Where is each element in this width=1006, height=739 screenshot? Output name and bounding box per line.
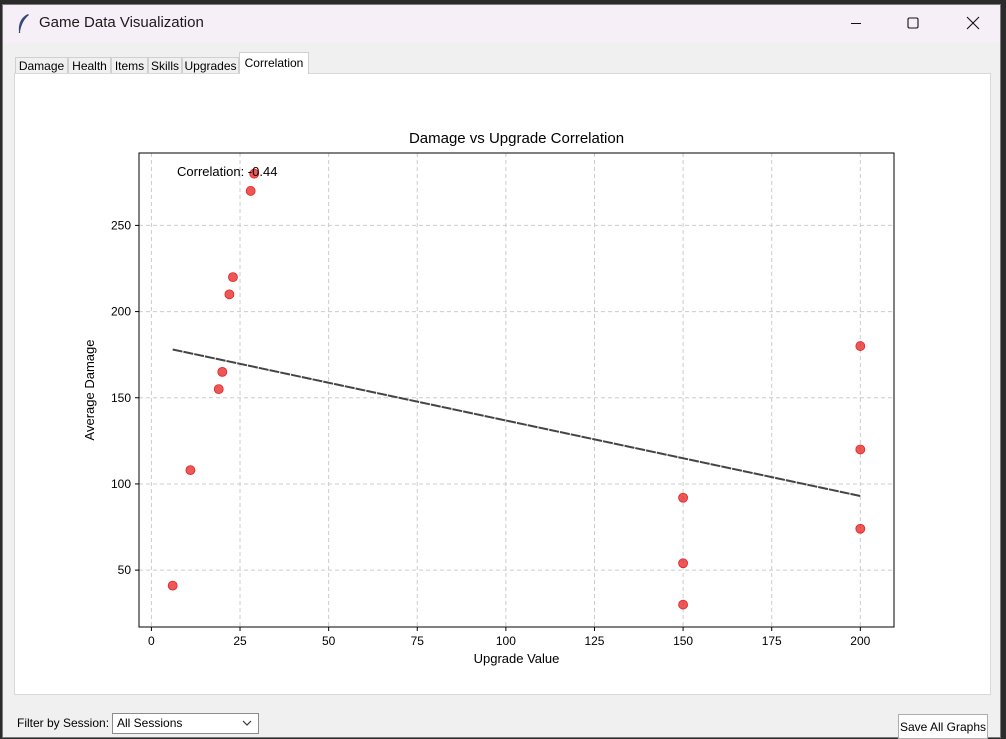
minimize-button[interactable] bbox=[833, 5, 879, 41]
tab-skills[interactable]: Skills bbox=[148, 57, 182, 74]
data-point bbox=[245, 186, 256, 196]
feather-icon bbox=[18, 14, 29, 33]
data-point bbox=[185, 465, 196, 476]
data-point bbox=[167, 580, 178, 591]
scatter-chart: 0 25 50 75 100 125 150 175 200 50 100 150 200 250 Dam… bbox=[82, 130, 895, 666]
data-point bbox=[228, 272, 238, 283]
close-button[interactable] bbox=[950, 5, 996, 41]
y-tick-label: 200 bbox=[111, 305, 131, 319]
data-point bbox=[678, 558, 688, 569]
trend-line-layer bbox=[172, 348, 861, 497]
session-filter-select[interactable]: All Sessions bbox=[112, 713, 259, 734]
x-tick-label: 50 bbox=[322, 634, 336, 648]
chart-title: Damage vs Upgrade Correlation bbox=[409, 130, 624, 147]
close-icon bbox=[966, 16, 980, 30]
grid-lines bbox=[139, 153, 894, 627]
filter-label: Filter by Session: bbox=[17, 716, 110, 730]
window-title: Game Data Visualization bbox=[39, 14, 204, 31]
data-point bbox=[855, 444, 866, 455]
y-tick-label: 250 bbox=[111, 218, 131, 232]
tab-health[interactable]: Health bbox=[68, 57, 111, 74]
data-point bbox=[249, 168, 260, 179]
x-tick-label: 125 bbox=[584, 634, 604, 648]
tab-correlation[interactable]: Correlation bbox=[239, 52, 309, 74]
data-point bbox=[855, 523, 866, 534]
data-point bbox=[213, 384, 224, 395]
data-point bbox=[678, 599, 688, 610]
data-point bbox=[855, 341, 866, 351]
data-points bbox=[167, 168, 866, 610]
data-point bbox=[224, 289, 235, 300]
maximize-button[interactable] bbox=[890, 5, 936, 41]
axis-ticks: 0 25 50 75 100 125 150 175 200 50 100 150 200 250 bbox=[111, 218, 871, 648]
session-select-value: All Sessions bbox=[117, 716, 183, 730]
y-tick-label: 100 bbox=[111, 477, 131, 491]
x-tick-label: 100 bbox=[496, 634, 516, 648]
title-bar[interactable]: Game Data Visualization bbox=[3, 5, 1000, 43]
tab-items[interactable]: Items bbox=[111, 57, 148, 74]
x-tick-label: 175 bbox=[762, 634, 782, 648]
chart-panel: 0 25 50 75 100 125 150 175 200 50 100 150 200 250 Dam… bbox=[14, 73, 991, 695]
data-point bbox=[217, 367, 228, 377]
x-tick-label: 25 bbox=[233, 634, 247, 648]
tab-upgrades[interactable]: Upgrades bbox=[182, 57, 239, 74]
y-tick-label: 150 bbox=[111, 391, 131, 405]
minimize-icon bbox=[851, 23, 861, 24]
tab-damage[interactable]: Damage bbox=[15, 57, 68, 74]
trend-line bbox=[172, 348, 861, 497]
plot-area bbox=[138, 152, 895, 628]
x-tick-label: 150 bbox=[673, 634, 693, 648]
x-axis-label: Upgrade Value bbox=[474, 651, 560, 666]
data-point bbox=[678, 492, 688, 503]
y-axis-label: Average Damage bbox=[82, 340, 97, 441]
maximize-icon bbox=[907, 17, 919, 29]
x-tick-label: 75 bbox=[411, 634, 425, 648]
x-tick-label: 200 bbox=[850, 634, 870, 648]
app-window: Game Data Visualization Damage Health It… bbox=[2, 4, 1001, 739]
y-tick-label: 50 bbox=[118, 563, 132, 577]
chevron-down-icon bbox=[242, 720, 252, 726]
correlation-annotation: Correlation: -0.44 bbox=[177, 164, 277, 179]
save-all-graphs-button[interactable]: Save All Graphs bbox=[898, 714, 988, 739]
x-tick-label: 0 bbox=[148, 634, 155, 648]
